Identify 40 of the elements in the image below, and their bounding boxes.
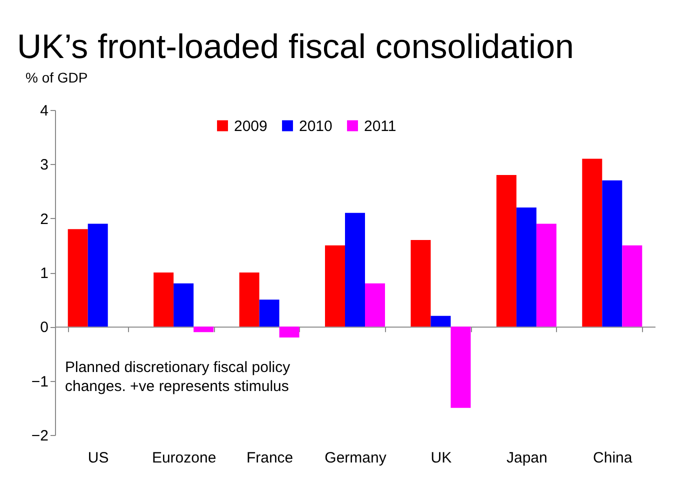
bar <box>68 229 88 327</box>
y-tick-label: −2 <box>31 428 48 444</box>
legend-label: 2011 <box>364 118 396 135</box>
bar <box>279 326 300 338</box>
bar <box>410 240 431 327</box>
y-tick-label: 2 <box>40 210 48 228</box>
y-tick-label: 4 <box>40 102 48 120</box>
bar <box>345 212 365 327</box>
x-tick-label: China <box>593 450 633 466</box>
bar <box>496 175 516 327</box>
y-tick-label: 1 <box>40 265 48 282</box>
chart-title: UK’s front-loaded fiscal consolidation <box>17 28 574 66</box>
legend-label: 2010 <box>299 118 332 135</box>
bar <box>259 300 280 327</box>
bar <box>602 180 622 327</box>
x-tick-label: UK <box>430 450 452 466</box>
bar <box>365 283 385 327</box>
bar <box>154 272 174 327</box>
bar <box>450 326 471 408</box>
bar <box>430 316 451 327</box>
x-tick-label: Germany <box>324 450 387 466</box>
bar <box>582 158 602 327</box>
y-axis-title: % of GDP <box>26 70 88 86</box>
x-tick-label: US <box>88 450 109 466</box>
bar <box>536 224 556 327</box>
x-tick-label: France <box>246 450 294 466</box>
bar <box>88 224 108 327</box>
y-tick-label: 0 <box>40 319 48 336</box>
y-tick-label: −1 <box>31 373 48 390</box>
bar <box>622 245 642 327</box>
bar <box>239 272 260 327</box>
bar <box>194 326 214 332</box>
annotation: Planned discretionary fiscal policy changes. +ve represents stimulus <box>65 359 291 395</box>
legend-label: 2009 <box>234 118 268 135</box>
x-tick-label: Eurozone <box>152 450 216 466</box>
bar <box>174 283 194 327</box>
x-tick-label: Japan <box>506 450 548 466</box>
bar <box>325 245 345 327</box>
bar <box>516 208 536 327</box>
y-tick-label: 3 <box>40 156 48 174</box>
